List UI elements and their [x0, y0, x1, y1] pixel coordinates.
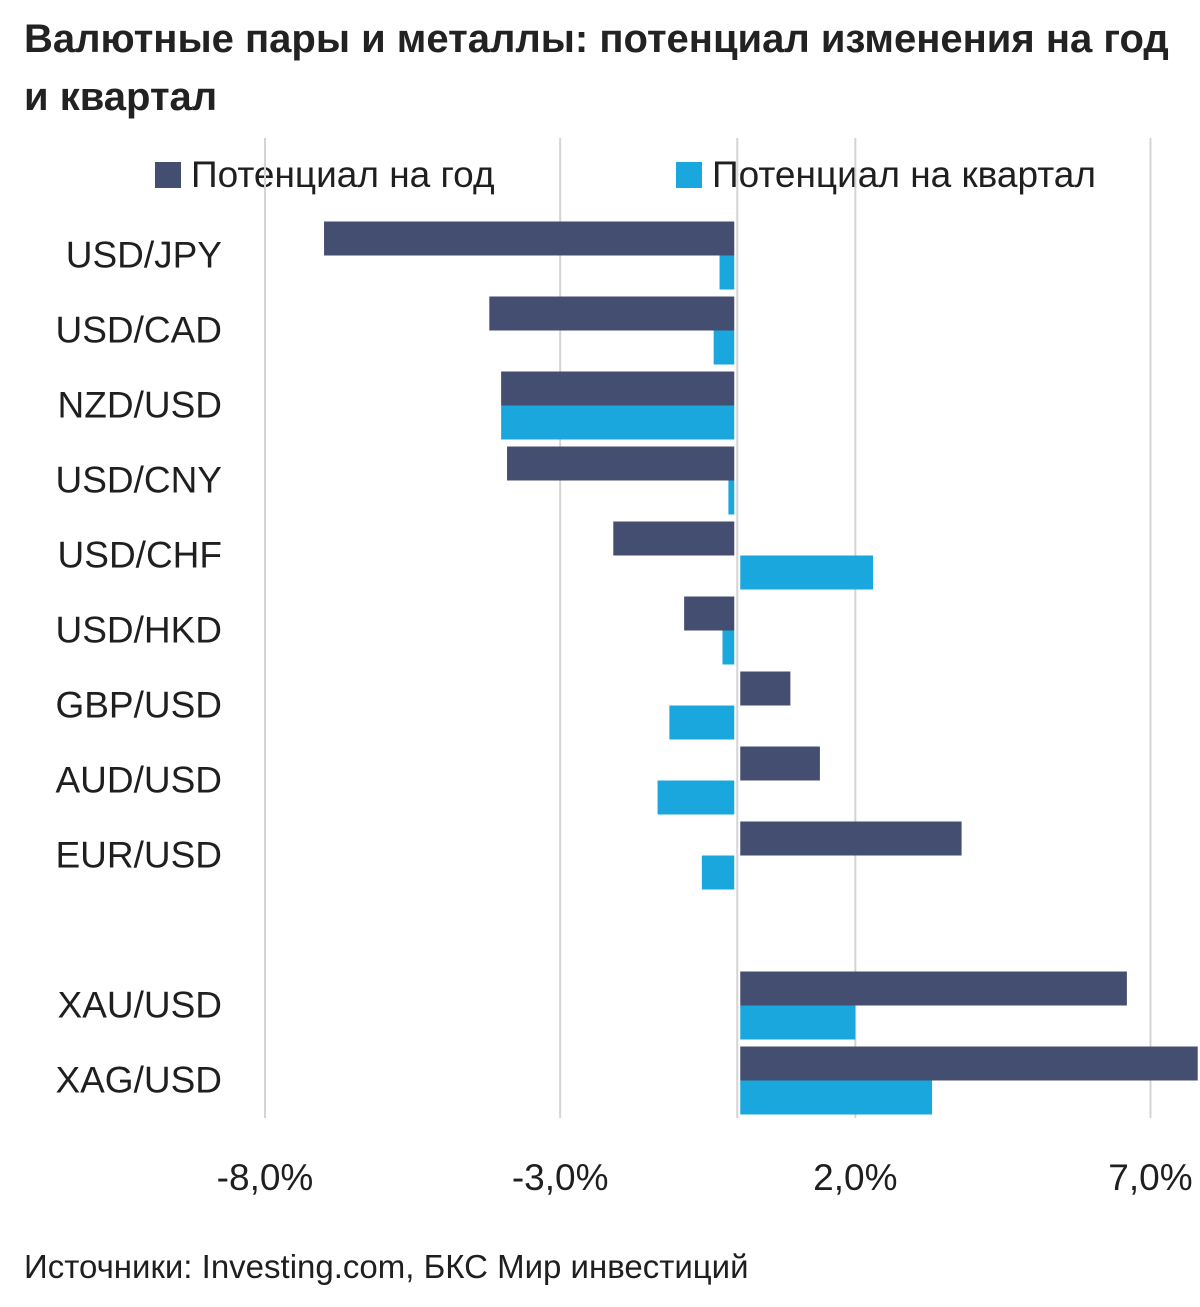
bar-year [507, 446, 735, 481]
legend-item-quarter: Потенциал на квартал [676, 150, 1096, 200]
category-label: USD/HKD [55, 609, 222, 650]
bar-quarter [740, 1005, 856, 1040]
legend-label-year: Потенциал на год [191, 154, 495, 195]
bar-quarter [719, 255, 735, 290]
legend-label-quarter: Потенциал на квартал [712, 154, 1096, 195]
category-label: USD/CHF [58, 534, 222, 575]
bar-quarter [701, 855, 735, 890]
legend-item-year: Потенциал на год [155, 150, 495, 200]
category-label: AUD/USD [55, 759, 222, 800]
grid-lines [264, 138, 1152, 1118]
bar-year [740, 971, 1127, 1006]
category-label: USD/CAD [55, 309, 222, 350]
category-label: USD/CNY [55, 459, 222, 500]
tick-label: 2,0% [813, 1157, 897, 1198]
bar-quarter [728, 480, 735, 515]
bar-quarter [657, 780, 735, 815]
category-label: XAG/USD [55, 1059, 222, 1100]
bar-year [324, 221, 735, 256]
bar-chart: USD/JPY USD/CAD NZD/USD USD/CNY USD/CHF USD/H… [55, 138, 1198, 1198]
bar-year [740, 821, 962, 856]
bar-year [501, 371, 735, 406]
category-label: NZD/USD [58, 384, 222, 425]
source-note: Источники: Investing.com, БКС Мир инвест… [24, 1248, 749, 1285]
category-label: XAU/USD [58, 984, 222, 1025]
bar-year [684, 596, 735, 631]
bar-year [740, 1046, 1198, 1081]
tick-label: -3,0% [512, 1157, 609, 1198]
bar-year [489, 296, 735, 331]
bar-year [613, 521, 735, 556]
bar-year [740, 746, 820, 781]
category-label: EUR/USD [55, 834, 222, 875]
bar-quarter [722, 630, 735, 665]
bar-quarter [740, 1080, 933, 1115]
tick-label: -8,0% [217, 1157, 314, 1198]
category-label: USD/JPY [66, 234, 222, 275]
bar-quarter [501, 405, 735, 440]
legend-swatch-year [155, 162, 181, 188]
bar-quarter [669, 705, 735, 740]
bars [324, 221, 1198, 1115]
tick-label: 7,0% [1108, 1157, 1192, 1198]
bar-quarter [740, 555, 874, 590]
chart-title: Валютные пары и металлы: потенциал измен… [24, 17, 1169, 119]
legend-swatch-quarter [676, 162, 702, 188]
bar-year [740, 671, 791, 706]
category-labels: USD/JPY USD/CAD NZD/USD USD/CNY USD/CHF USD/H… [55, 234, 222, 1100]
category-label: GBP/USD [55, 684, 222, 725]
bar-quarter [713, 330, 735, 365]
tick-labels: -8,0% -3,0% 2,0% 7,0% [217, 1157, 1193, 1198]
